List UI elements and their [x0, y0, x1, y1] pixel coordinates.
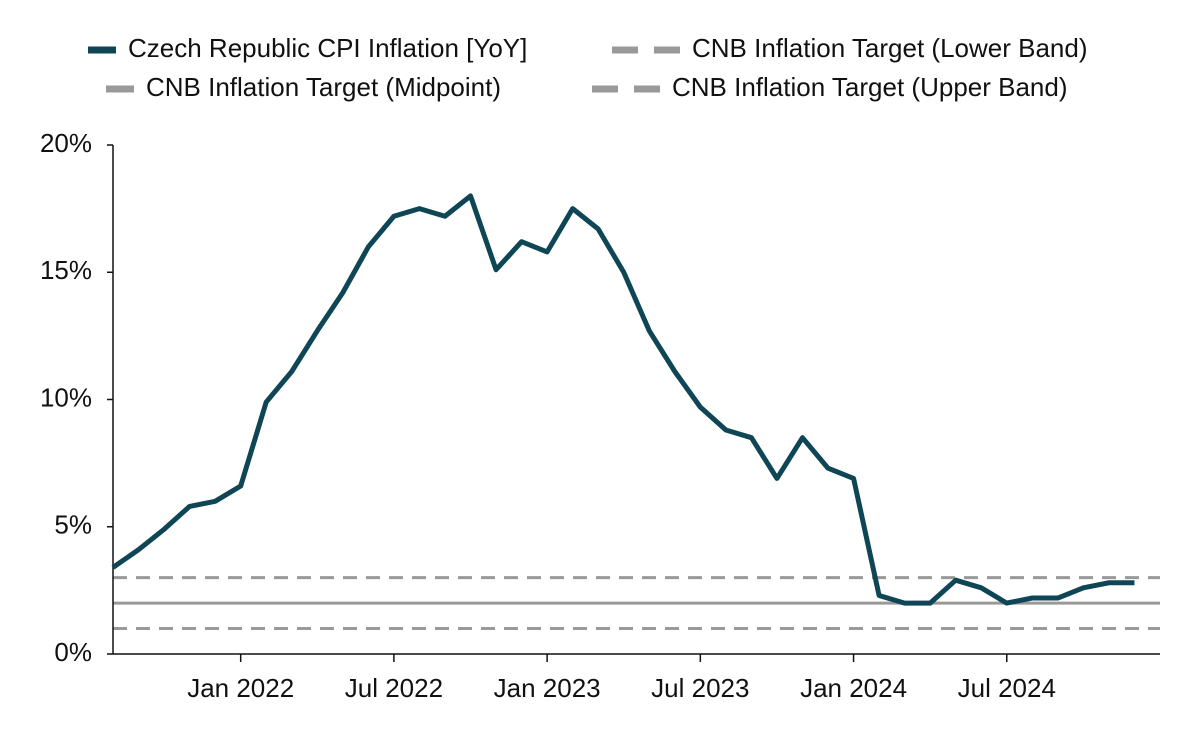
y-tick-label: 5%: [54, 510, 92, 540]
y-tick-label: 20%: [40, 128, 92, 158]
legend-label: CNB Inflation Target (Midpoint): [146, 72, 501, 102]
x-tick-label: Jan 2023: [494, 673, 601, 703]
x-tick-label: Jan 2022: [187, 673, 294, 703]
x-tick-label: Jul 2022: [345, 673, 443, 703]
series-line: [111, 193, 1135, 606]
x-tick-label: Jul 2024: [958, 673, 1056, 703]
x-tick-label: Jul 2023: [651, 673, 749, 703]
legend-label: Czech Republic CPI Inflation [YoY]: [128, 33, 527, 63]
x-tick-label: Jan 2024: [800, 673, 907, 703]
y-tick-label: 15%: [40, 255, 92, 285]
legend-label: CNB Inflation Target (Lower Band): [692, 33, 1088, 63]
y-tick-label: 10%: [40, 382, 92, 412]
legend-label: CNB Inflation Target (Upper Band): [672, 72, 1068, 102]
y-tick-label: 0%: [54, 637, 92, 667]
